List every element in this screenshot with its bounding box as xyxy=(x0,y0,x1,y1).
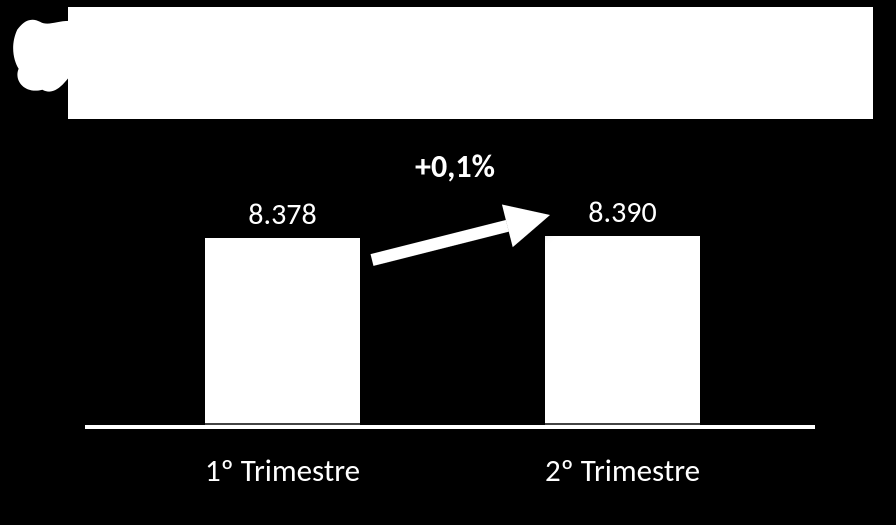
change-arrow xyxy=(312,155,610,320)
x-axis-line xyxy=(85,425,815,429)
header-box xyxy=(68,7,873,119)
chart-stage: 8.378 8.390 1º Trimestre 2º Trimestre +0… xyxy=(0,0,896,525)
bar-q2-category-label: 2º Trimestre xyxy=(473,452,773,490)
bar-q1-category-label: 1º Trimestre xyxy=(133,452,433,490)
